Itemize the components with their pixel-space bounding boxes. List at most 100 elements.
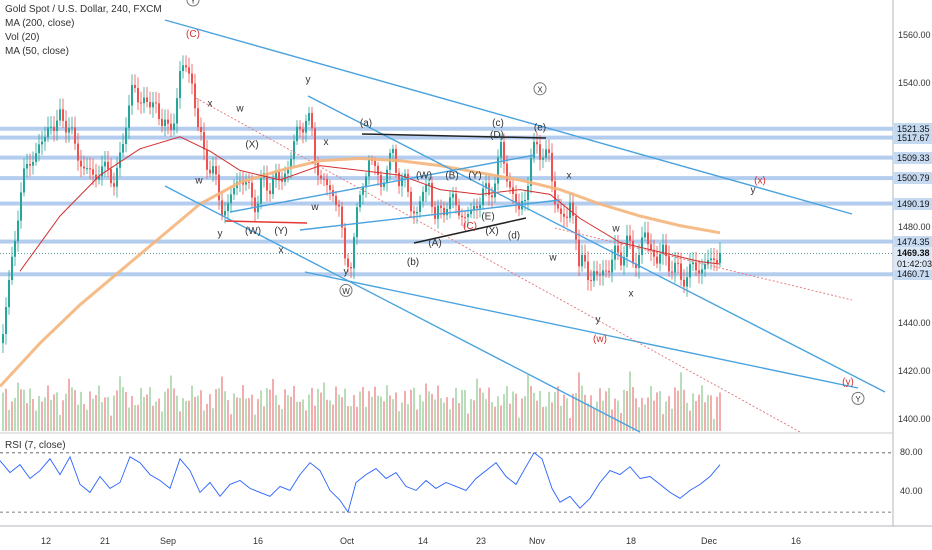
candle-body [134,84,136,88]
wave-label-0: Y [190,0,196,6]
volume-bar [254,414,256,431]
candle-body [359,194,361,208]
candle-body [464,217,466,219]
candle-body [245,181,247,185]
volume-bar [86,409,88,431]
wave-label-28: (e) [534,123,546,134]
candle-body [479,204,481,209]
volume-bar [155,401,157,431]
volume-bar [410,389,412,431]
wave-label-circle [339,283,353,297]
candle-body [17,220,19,241]
level-band-2 [0,155,893,160]
candle-body [323,178,325,180]
volume-bar [383,401,385,431]
candle-body [182,65,184,72]
candle-body [302,129,304,133]
candle-body [602,270,604,276]
volume-bar [20,389,22,431]
candle-body [212,166,214,174]
candle-body [140,102,142,104]
candle-body [62,109,64,121]
candle-body [581,254,583,267]
volume-bar [101,402,103,431]
candle-body [383,183,385,187]
level-band-5 [0,239,893,244]
candle-body [227,203,229,212]
volume-bar [584,394,586,431]
candle-body [5,307,7,335]
wave-label-23: (b) [407,257,419,268]
wave-label-circle [533,82,547,96]
candle-body [188,67,190,74]
volume-bar [413,387,415,431]
volume-bar [134,405,136,431]
wave-label-13: y [344,267,349,278]
candle-body [329,185,331,191]
wave-label-8: y [218,228,223,239]
volume-bar [47,385,49,431]
volume-bar [11,401,13,431]
volume-bar [695,401,697,431]
volume-bar [578,372,580,431]
volume-bar [713,418,715,431]
candle-body [194,83,196,109]
volume-bar [329,400,331,431]
volume-bar [56,392,58,431]
candle-body [305,120,307,133]
candle-body [566,216,568,218]
volume-bar [38,395,40,431]
volume-bar [506,386,508,431]
candle-body [221,200,223,216]
candle-body [197,108,199,128]
volume-bar [650,386,652,431]
volume-bar [104,397,106,431]
candle-body [659,254,661,264]
volume-bar [317,388,319,431]
candle-body [278,171,280,180]
volume-bar [431,393,433,431]
candle-body [620,252,622,266]
wave-label-3: w [235,104,244,115]
level-band-3 [0,176,893,181]
volume-bar [326,399,328,431]
candle-body [716,260,718,263]
volume-bar [179,411,181,431]
volume-bar [266,388,268,431]
candle-body [686,277,688,287]
candle-body [101,166,103,177]
candle-body [662,244,664,255]
volume-bar [437,385,439,431]
wave-label-25: (D) [490,130,504,141]
volume-bar [257,398,259,431]
volume-bar [110,415,112,431]
volume-bar [290,396,292,431]
candle-body [536,141,538,145]
volume-bar [419,394,421,431]
candle-body [713,258,715,261]
time-tick-label: 23 [475,536,487,546]
candle-body [206,149,208,170]
volume-bar [188,400,190,431]
candle-body [386,169,388,184]
volume-bar [617,400,619,431]
volume-bar [209,394,211,431]
candle-body [299,126,301,130]
volume-bar [560,405,562,431]
wave-label-31: w [611,224,620,235]
volume-bar [44,397,46,431]
candle-body [527,185,529,201]
candle-body [173,123,175,130]
volume-bar [260,390,262,431]
candle-body [680,263,682,280]
volume-bar [488,387,490,431]
candle-body [374,160,376,166]
chart-title: Gold Spot / U.S. Dollar, 240, FXCM [5,4,162,15]
candle-body [563,213,565,217]
candle-body [635,263,637,268]
wave-label-12: w [310,202,319,213]
triangle-bottom-line [413,217,527,244]
volume-bar [194,396,196,431]
trendline-inner-mid [299,199,561,231]
